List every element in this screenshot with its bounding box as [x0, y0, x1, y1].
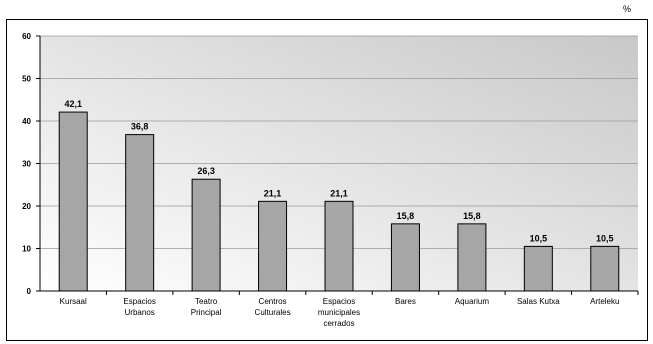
bar [590, 245, 620, 292]
bar [390, 223, 420, 292]
x-tick-label-line: Arteleku [590, 297, 619, 306]
bar [324, 200, 354, 292]
x-tick-label-line: Salas Kutxa [517, 297, 560, 306]
x-tick-label: Espacios municipales cerrados [318, 297, 360, 328]
x-tick-label-line: Culturales [255, 308, 291, 317]
x-tick-label: Teatro Principal [191, 297, 222, 317]
x-tick-label-line: Centros [259, 297, 287, 306]
data-label: 10,5 [530, 233, 548, 243]
data-label: 10,5 [596, 233, 614, 243]
data-label: 26,3 [197, 166, 215, 176]
x-tick-label-line: Espacios [123, 297, 155, 306]
data-labels: 42,1 36,8 26,3 21,1 21,1 15,8 15,8 10,5 10,5 [64, 99, 613, 243]
y-tick-label: 0 [27, 287, 32, 296]
data-label: 21,1 [264, 188, 282, 198]
data-label: 15,8 [397, 211, 415, 221]
x-tick-label: Arteleku [590, 297, 619, 306]
data-label: 42,1 [64, 99, 82, 109]
x-tick-label: Aquarium [455, 297, 490, 306]
x-tick-label-line: Kursaal [60, 297, 87, 306]
y-tick-label: 60 [22, 32, 31, 41]
x-tick-label-line: Principal [191, 308, 222, 317]
data-label: 21,1 [330, 188, 348, 198]
y-axis: 0 10 20 30 40 50 60 [22, 32, 41, 296]
bar [125, 134, 155, 292]
bar [58, 111, 88, 292]
x-tick-label-line: Aquarium [455, 297, 490, 306]
bars [58, 111, 620, 292]
x-tick-label: Espacios Urbanos [123, 297, 155, 317]
x-tick-label-line: Bares [395, 297, 416, 306]
x-tick-label-line: Urbanos [125, 308, 155, 317]
x-tick-label-line: cerrados [323, 319, 354, 328]
y-tick-label: 20 [22, 202, 31, 211]
y-tick-label: 10 [22, 245, 31, 254]
data-label: 15,8 [463, 211, 481, 221]
y-tick-label: 30 [22, 160, 31, 169]
unit-label: % [623, 4, 632, 14]
x-tick-label-line: municipales [318, 308, 360, 317]
bar [523, 245, 553, 292]
y-tick-label: 40 [22, 117, 31, 126]
x-axis: Kursaal Espacios Urbanos Teatro Principal Cen… [40, 290, 639, 328]
bar [258, 200, 288, 292]
x-tick-label: Centros Culturales [255, 297, 291, 317]
bar [191, 178, 221, 292]
x-tick-label-line: Teatro [195, 297, 218, 306]
y-tick-label: 50 [22, 75, 31, 84]
x-tick-label: Kursaal [60, 297, 87, 306]
data-label: 36,8 [131, 122, 149, 132]
x-tick-label: Salas Kutxa [517, 297, 560, 306]
x-tick-label-line: Espacios [323, 297, 355, 306]
bar [457, 223, 487, 292]
x-tick-label: Bares [395, 297, 416, 306]
